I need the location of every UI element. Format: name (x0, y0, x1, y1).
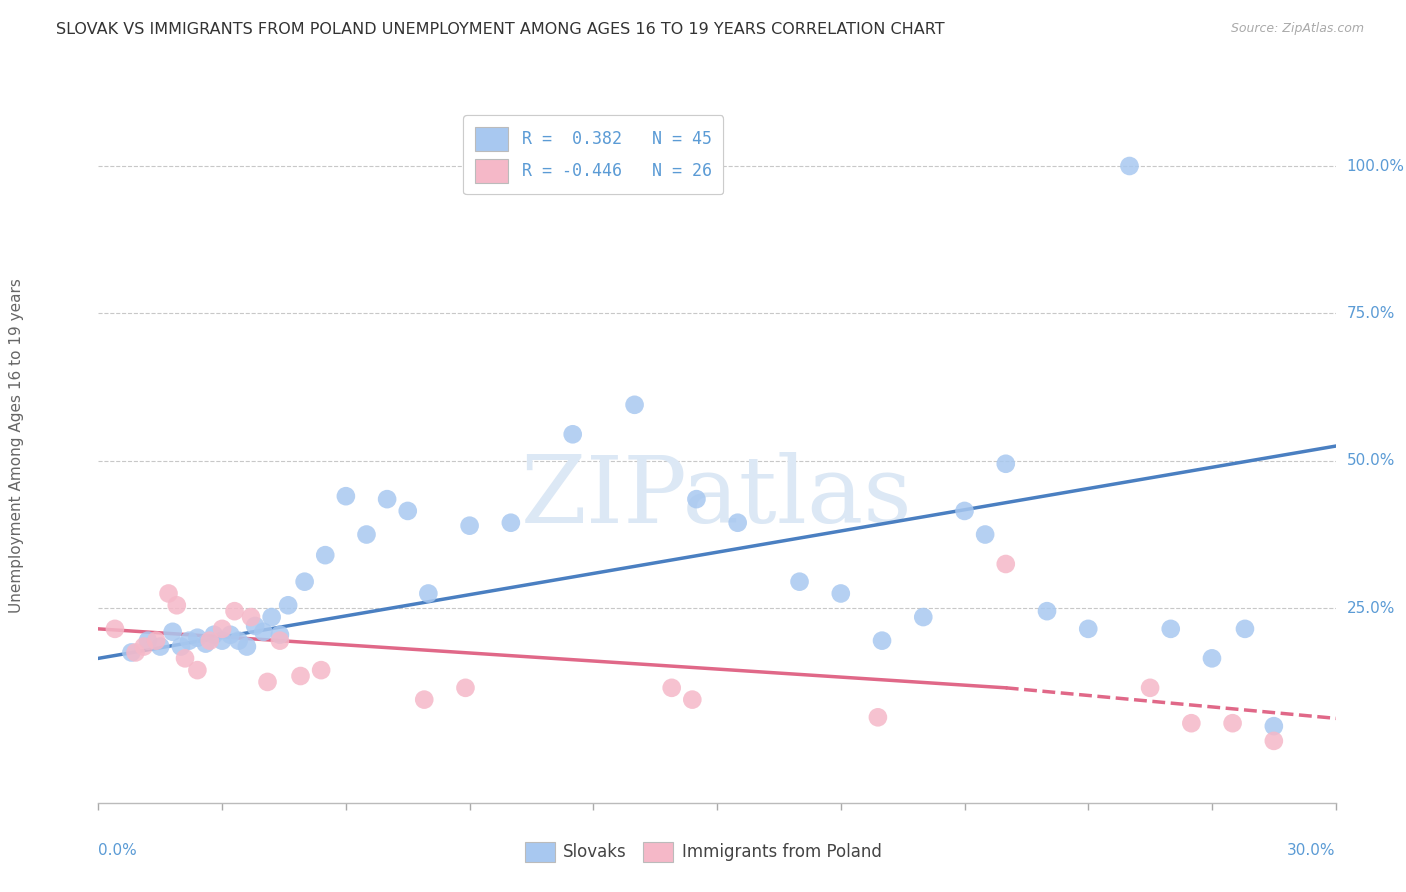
Point (396, 504, 419, 518)
Point (685, 492, 707, 507)
Point (162, 624, 184, 639)
Point (413, 692, 436, 706)
Point (224, 604, 246, 618)
Point (1139, 681, 1161, 695)
Point (499, 516, 522, 530)
Point (1233, 622, 1256, 636)
Point (309, 663, 332, 677)
Point (1180, 716, 1202, 731)
Legend: Slovaks, Immigrants from Poland: Slovaks, Immigrants from Poland (516, 833, 890, 871)
Text: 100.0%: 100.0% (1347, 159, 1405, 174)
Text: ZIPatlas: ZIPatlas (522, 451, 912, 541)
Text: 0.0%: 0.0% (98, 843, 138, 858)
Point (1201, 651, 1223, 665)
Point (1036, 604, 1059, 618)
Point (994, 457, 1017, 471)
Point (830, 586, 852, 600)
Point (866, 710, 889, 724)
Point (194, 637, 217, 651)
Point (458, 518, 481, 533)
Point (912, 610, 935, 624)
Point (1077, 622, 1099, 636)
Point (375, 492, 398, 507)
Point (170, 640, 193, 654)
Point (870, 633, 893, 648)
Point (104, 622, 127, 636)
Point (211, 633, 233, 648)
Point (418, 586, 440, 600)
Point (1263, 734, 1285, 748)
Point (256, 674, 278, 689)
Legend: R =  0.382   N = 45, R = -0.446   N = 26: R = 0.382 N = 45, R = -0.446 N = 26 (464, 115, 723, 194)
Point (994, 557, 1017, 571)
Point (454, 681, 477, 695)
Point (166, 599, 188, 613)
Point (314, 548, 336, 562)
Point (561, 427, 583, 442)
Point (202, 628, 225, 642)
Text: 30.0%: 30.0% (1288, 843, 1336, 858)
Point (290, 669, 312, 683)
Point (1118, 159, 1140, 173)
Point (136, 633, 159, 648)
Point (974, 527, 997, 541)
Point (124, 645, 146, 659)
Point (252, 624, 274, 639)
Point (356, 527, 378, 541)
Point (186, 631, 208, 645)
Text: SLOVAK VS IMMIGRANTS FROM POLAND UNEMPLOYMENT AMONG AGES 16 TO 19 YEARS CORRELAT: SLOVAK VS IMMIGRANTS FROM POLAND UNEMPLO… (56, 22, 945, 37)
Point (240, 610, 263, 624)
Point (727, 516, 749, 530)
Point (661, 681, 683, 695)
Point (157, 586, 180, 600)
Point (228, 633, 250, 648)
Text: 50.0%: 50.0% (1347, 453, 1395, 468)
Point (1263, 719, 1285, 733)
Text: 75.0%: 75.0% (1347, 306, 1395, 321)
Point (236, 640, 259, 654)
Point (277, 599, 299, 613)
Point (145, 633, 167, 648)
Point (149, 640, 172, 654)
Point (269, 628, 291, 642)
Point (219, 628, 242, 642)
Point (132, 640, 155, 654)
Point (179, 633, 201, 648)
Text: Source: ZipAtlas.com: Source: ZipAtlas.com (1230, 22, 1364, 36)
Point (174, 651, 197, 665)
Point (120, 645, 142, 659)
Point (198, 633, 221, 648)
Point (211, 622, 233, 636)
Point (335, 489, 357, 503)
Point (681, 692, 703, 706)
Point (1160, 622, 1182, 636)
Point (243, 619, 266, 633)
Point (260, 610, 283, 624)
Point (186, 663, 208, 677)
Point (623, 398, 645, 412)
Point (269, 633, 291, 648)
Text: Unemployment Among Ages 16 to 19 years: Unemployment Among Ages 16 to 19 years (10, 278, 24, 614)
Point (789, 574, 811, 589)
Point (294, 574, 316, 589)
Point (1222, 716, 1244, 731)
Point (953, 504, 976, 518)
Text: 25.0%: 25.0% (1347, 600, 1395, 615)
